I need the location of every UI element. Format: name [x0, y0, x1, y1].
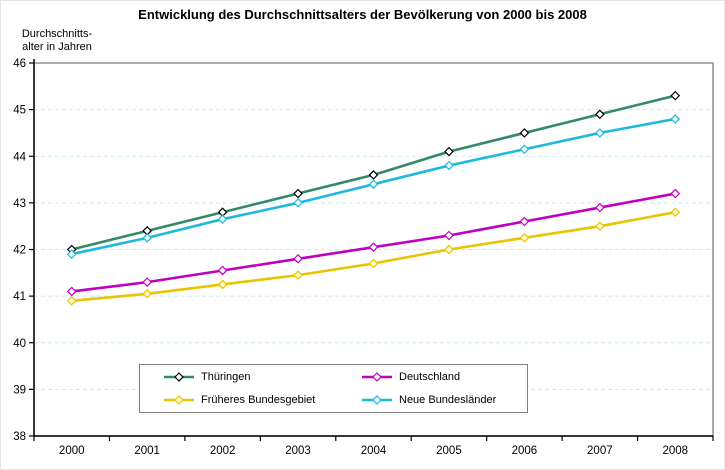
y-tick-label: 42 [13, 245, 26, 257]
legend-item-frueheres-bundesgebiet: Früheres Bundesgebiet [164, 394, 362, 406]
data-point-marker [142, 288, 153, 299]
data-point-marker [594, 202, 605, 213]
data-point-marker [444, 160, 454, 171]
series-line [70, 210, 677, 303]
data-point-marker [444, 146, 454, 157]
x-tick-label: 2004 [361, 445, 387, 457]
data-point-marker [594, 109, 605, 120]
data-point-marker [293, 270, 303, 280]
legend-marker-deutschland-icon [362, 371, 392, 382]
x-tick-label: 2003 [285, 445, 311, 457]
legend-item-neue-bundeslaender: Neue Bundesländer [362, 394, 527, 406]
data-point-marker [66, 286, 77, 297]
data-point-marker [444, 244, 454, 255]
data-point-marker [368, 170, 379, 180]
x-tick-label: 2007 [587, 445, 613, 457]
data-point-marker [519, 128, 530, 138]
legend-item-thueringen: Thüringen [164, 371, 362, 383]
y-axis-label-line2: alter in Jahren [22, 41, 92, 53]
x-tick-label: 2008 [662, 445, 688, 457]
data-point-marker [594, 128, 605, 138]
data-point-marker [368, 179, 379, 190]
data-point-marker [368, 258, 379, 269]
data-point-marker [519, 232, 530, 243]
data-point-marker [519, 144, 530, 155]
data-point-marker [670, 188, 681, 199]
x-tick-label: 2001 [134, 445, 160, 457]
y-tick-label: 40 [13, 338, 26, 350]
y-tick-label: 43 [13, 198, 26, 210]
legend-label: Früheres Bundesgebiet [201, 394, 316, 407]
data-point-marker [217, 279, 228, 290]
y-tick-label: 39 [13, 384, 26, 396]
data-point-marker [142, 277, 153, 287]
data-point-marker [142, 232, 153, 243]
legend: Thüringen Deutschland Früheres Bundesgeb… [139, 364, 528, 413]
data-point-marker [293, 188, 303, 199]
data-point-marker [444, 230, 454, 241]
legend-label: Neue Bundesländer [399, 394, 497, 407]
x-tick-label: 2000 [59, 445, 85, 457]
y-tick-label: 45 [13, 105, 26, 117]
data-point-marker [670, 207, 681, 218]
legend-marker-thueringen-icon [164, 371, 194, 382]
data-point-marker [66, 249, 77, 260]
data-point-marker [217, 265, 228, 276]
data-point-marker [66, 295, 77, 306]
x-tick-label: 2005 [436, 445, 462, 457]
y-axis-label-line1: Durchschnitts- [21, 28, 93, 40]
x-tick-label: 2006 [512, 445, 538, 457]
data-point-marker [217, 214, 228, 225]
legend-label: Deutschland [399, 370, 461, 383]
legend-label: Thüringen [201, 370, 251, 383]
y-tick-label: 38 [13, 431, 26, 443]
legend-marker-frueheres-bundesgebiet-icon [164, 395, 194, 406]
data-point-marker [670, 114, 681, 124]
data-point-marker [368, 242, 379, 253]
chart-title: Entwicklung des Durchschnittsalters der … [138, 7, 587, 22]
y-axis-label: Durchschnitts- alter in Jahren [11, 28, 103, 54]
y-tick-label: 46 [13, 58, 26, 70]
data-point-marker [594, 221, 605, 232]
y-tick-label: 41 [13, 291, 26, 303]
legend-item-deutschland: Deutschland [362, 371, 527, 383]
data-point-marker [293, 253, 303, 264]
data-point-marker [670, 90, 681, 101]
legend-marker-neue-bundeslaender-icon [362, 395, 392, 406]
data-point-marker [293, 198, 303, 208]
data-point-marker [519, 216, 530, 227]
y-tick-label: 44 [13, 151, 26, 163]
x-tick-label: 2002 [210, 445, 236, 457]
